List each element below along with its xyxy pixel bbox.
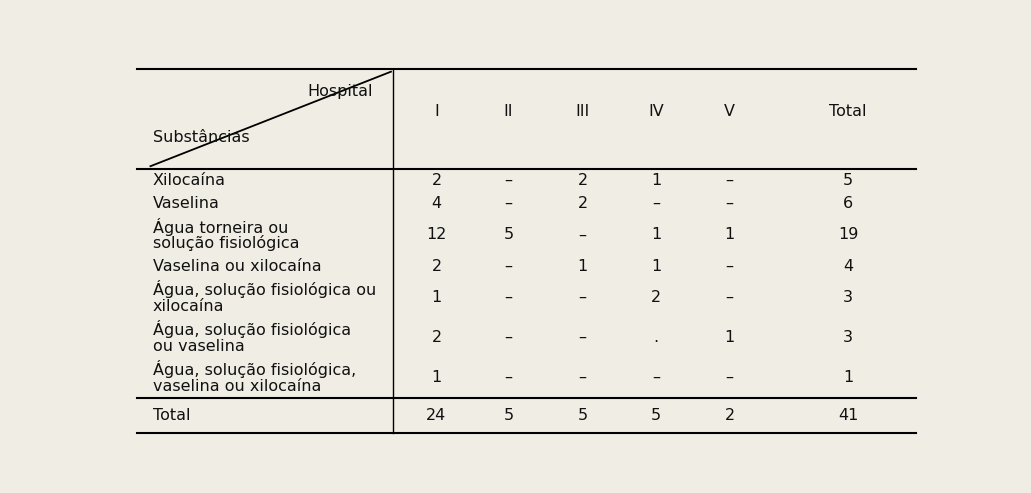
Text: 5: 5	[503, 408, 513, 423]
Text: 1: 1	[652, 173, 661, 188]
Text: 3: 3	[843, 290, 853, 305]
Text: –: –	[504, 173, 512, 188]
Text: vaselina ou xilocaína: vaselina ou xilocaína	[153, 379, 322, 393]
Text: –: –	[578, 227, 587, 243]
Text: –: –	[726, 370, 734, 385]
Text: Água torneira ou: Água torneira ou	[153, 217, 289, 236]
Text: –: –	[726, 196, 734, 211]
Text: 19: 19	[838, 227, 858, 243]
Text: II: II	[504, 104, 513, 119]
Text: .: .	[654, 330, 659, 345]
Text: –: –	[653, 370, 660, 385]
Text: 12: 12	[426, 227, 446, 243]
Text: Água, solução fisiológica,: Água, solução fisiológica,	[153, 360, 356, 379]
Text: ou vaselina: ou vaselina	[153, 339, 244, 353]
Text: Total: Total	[829, 104, 867, 119]
Text: Substâncias: Substâncias	[153, 130, 250, 144]
Text: Xilocaína: Xilocaína	[153, 173, 226, 188]
Text: 1: 1	[843, 370, 853, 385]
Text: 1: 1	[725, 330, 735, 345]
Text: 5: 5	[652, 408, 661, 423]
Text: 24: 24	[427, 408, 446, 423]
Text: IV: IV	[648, 104, 664, 119]
Text: 2: 2	[577, 173, 588, 188]
Text: xilocaína: xilocaína	[153, 299, 225, 314]
Text: –: –	[504, 290, 512, 305]
Text: –: –	[504, 196, 512, 211]
Text: –: –	[726, 259, 734, 274]
Text: Vaselina ou xilocaína: Vaselina ou xilocaína	[153, 259, 322, 274]
Text: 2: 2	[431, 259, 441, 274]
Text: –: –	[653, 196, 660, 211]
Text: solução fisiológica: solução fisiológica	[153, 235, 299, 251]
Text: 41: 41	[838, 408, 858, 423]
Text: III: III	[575, 104, 590, 119]
Text: 4: 4	[431, 196, 441, 211]
Text: I: I	[434, 104, 439, 119]
Text: 2: 2	[577, 196, 588, 211]
Text: 1: 1	[577, 259, 588, 274]
Text: 1: 1	[652, 259, 661, 274]
Text: –: –	[504, 370, 512, 385]
Text: –: –	[578, 330, 587, 345]
Text: V: V	[724, 104, 735, 119]
Text: 2: 2	[431, 173, 441, 188]
Text: 2: 2	[431, 330, 441, 345]
Text: –: –	[726, 290, 734, 305]
Text: Total: Total	[153, 408, 191, 423]
Text: –: –	[578, 290, 587, 305]
Text: 5: 5	[577, 408, 588, 423]
Text: 1: 1	[431, 290, 441, 305]
Text: 4: 4	[843, 259, 853, 274]
Text: –: –	[578, 370, 587, 385]
Text: –: –	[726, 173, 734, 188]
Text: Água, solução fisiológica: Água, solução fisiológica	[153, 320, 351, 338]
Text: –: –	[504, 330, 512, 345]
Text: 5: 5	[503, 227, 513, 243]
Text: 3: 3	[843, 330, 853, 345]
Text: 2: 2	[725, 408, 735, 423]
Text: –: –	[504, 259, 512, 274]
Text: 5: 5	[843, 173, 853, 188]
Text: Água, solução fisiológica ou: Água, solução fisiológica ou	[153, 281, 376, 298]
Text: Vaselina: Vaselina	[153, 196, 220, 211]
Text: 2: 2	[652, 290, 661, 305]
Text: 6: 6	[843, 196, 853, 211]
Text: 1: 1	[725, 227, 735, 243]
Text: 1: 1	[431, 370, 441, 385]
Text: Hospital: Hospital	[307, 84, 372, 99]
Text: 1: 1	[652, 227, 661, 243]
